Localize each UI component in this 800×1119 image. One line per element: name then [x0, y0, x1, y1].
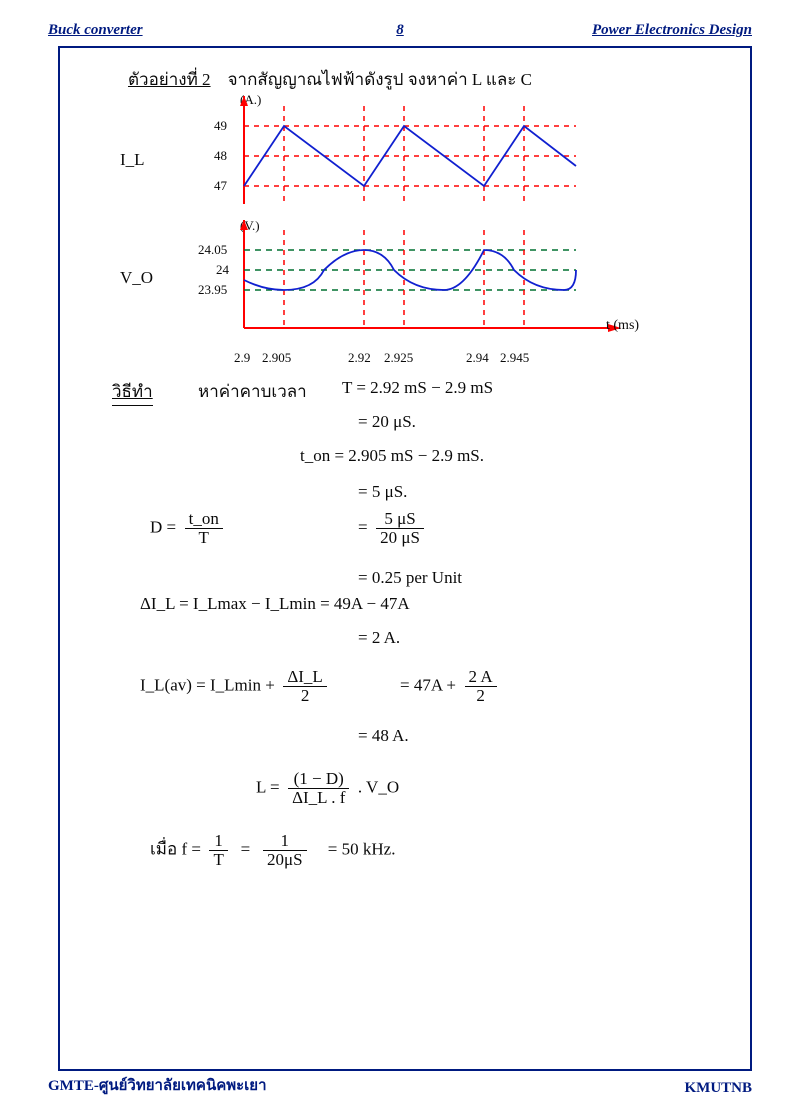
- sol-l1a: หาค่าคาบเวลา: [198, 378, 307, 405]
- sol-l10: = 48 A.: [358, 726, 409, 746]
- chart2-ytick-1: 24: [216, 262, 229, 278]
- xtick-3: 2.925: [384, 350, 413, 366]
- xtick-0: 2.9: [234, 350, 250, 366]
- chart1-ytick-2: 47: [214, 178, 227, 194]
- example-label: ตัวอย่างที่ 2: [128, 70, 211, 89]
- sol-l8: = 2 A.: [358, 628, 400, 648]
- chart2-ytick-2: 23.95: [198, 282, 227, 298]
- chart-il: [236, 96, 596, 206]
- chart1-ytick-0: 49: [214, 118, 227, 134]
- x-axis-label: t (ms): [606, 318, 639, 334]
- sol-l1b: T = 2.92 mS − 2.9 mS: [342, 378, 493, 398]
- chart2-ylabel: V_O: [120, 268, 153, 288]
- sol-l6: = 0.25 per Unit: [358, 568, 462, 588]
- solution-heading: วิธีทำ: [112, 378, 153, 406]
- header-right: Power Electronics Design: [592, 22, 752, 39]
- sol-l2: = 20 μS.: [358, 412, 416, 432]
- sol-l5a: D = t_onT: [150, 510, 223, 547]
- xtick-4: 2.94: [466, 350, 489, 366]
- sol-l9a: I_L(av) = I_Lmin + ΔI_L2: [140, 668, 327, 705]
- footer-left: GMTE-ศูนย์วิทยาลัยเทคนิคพะเยา: [48, 1073, 267, 1097]
- chart1-ylabel: I_L: [120, 150, 145, 170]
- example-title: ตัวอย่างที่ 2 จากสัญญาณไฟฟ้าดังรูป จงหาค…: [128, 66, 532, 93]
- xtick-2: 2.92: [348, 350, 371, 366]
- sol-l12: เมื่อ f = 1T = 120μS = 50 kHz.: [150, 832, 395, 869]
- chart2-ytick-0: 24.05: [198, 242, 227, 258]
- sol-l5b: = 5 μS20 μS: [358, 510, 424, 547]
- sol-l7: ΔI_L = I_Lmax − I_Lmin = 49A − 47A: [140, 594, 410, 614]
- sol-l4: = 5 μS.: [358, 482, 407, 502]
- chart1-ytick-1: 48: [214, 148, 227, 164]
- footer-right: KMUTNB: [685, 1080, 753, 1097]
- xtick-5: 2.945: [500, 350, 529, 366]
- xtick-1: 2.905: [262, 350, 291, 366]
- sol-l11: L = (1 − D)ΔI_L . f . V_O: [256, 770, 399, 807]
- chart-vo: [236, 220, 626, 340]
- page: Buck converter 8 Power Electronics Desig…: [0, 0, 800, 1119]
- example-text: จากสัญญาณไฟฟ้าดังรูป จงหาค่า L และ C: [228, 70, 532, 89]
- sol-l9b: = 47A + 2 A2: [400, 668, 497, 705]
- sol-l3: t_on = 2.905 mS − 2.9 mS.: [300, 446, 484, 466]
